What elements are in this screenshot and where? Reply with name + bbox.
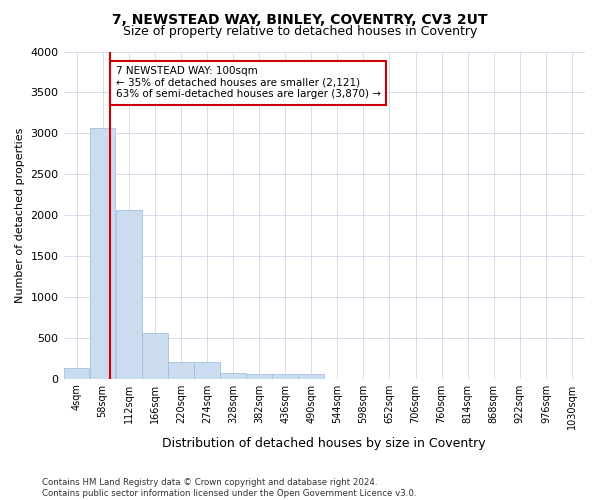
Bar [168, 362, 194, 378]
Bar [246, 374, 272, 378]
Text: Size of property relative to detached houses in Coventry: Size of property relative to detached ho… [123, 25, 477, 38]
Bar [272, 374, 298, 378]
Bar [90, 128, 115, 378]
Bar [64, 368, 89, 378]
Bar [298, 374, 324, 378]
Text: 7 NEWSTEAD WAY: 100sqm
← 35% of detached houses are smaller (2,121)
63% of semi-: 7 NEWSTEAD WAY: 100sqm ← 35% of detached… [116, 66, 380, 100]
Text: 7, NEWSTEAD WAY, BINLEY, COVENTRY, CV3 2UT: 7, NEWSTEAD WAY, BINLEY, COVENTRY, CV3 2… [112, 12, 488, 26]
Bar [116, 210, 142, 378]
Y-axis label: Number of detached properties: Number of detached properties [15, 128, 25, 302]
Text: Contains HM Land Registry data © Crown copyright and database right 2024.
Contai: Contains HM Land Registry data © Crown c… [42, 478, 416, 498]
Bar [220, 373, 246, 378]
Bar [142, 333, 167, 378]
Bar [194, 362, 220, 378]
X-axis label: Distribution of detached houses by size in Coventry: Distribution of detached houses by size … [163, 437, 486, 450]
